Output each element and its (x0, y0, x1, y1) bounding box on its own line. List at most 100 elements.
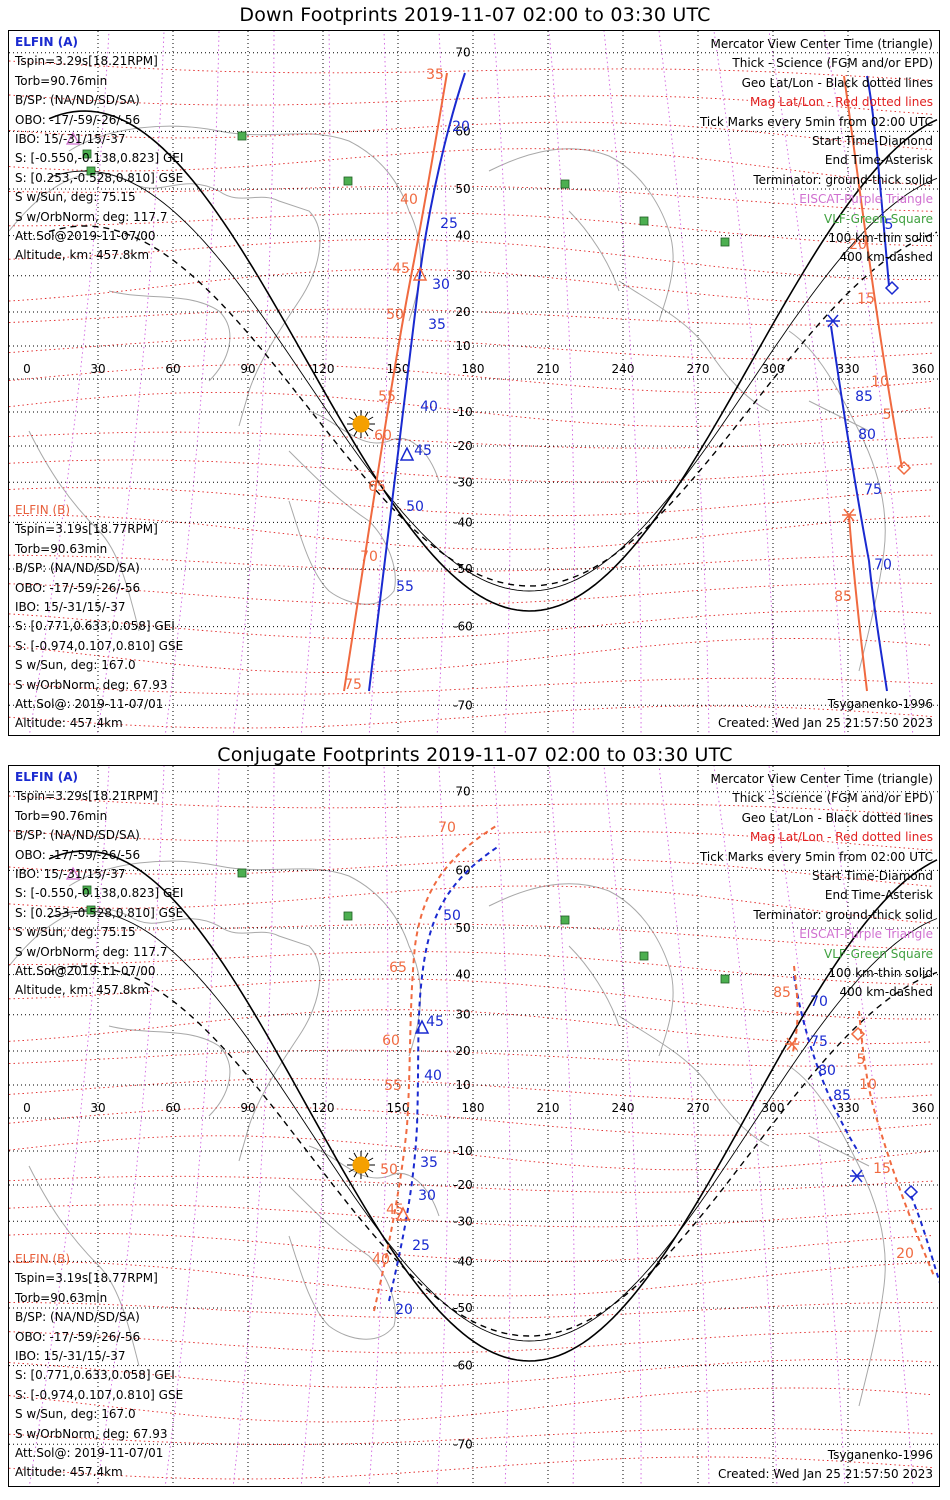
mag-lon-line (713, 766, 778, 1486)
center-time-triangle (399, 446, 415, 461)
vlf-station-marker (560, 179, 570, 189)
lon-tick-label: 120 (312, 362, 335, 376)
coastline (68, 125, 421, 322)
lat-tick-label: 70 (455, 785, 470, 799)
mag-lat-line (9, 554, 933, 572)
track-time-label: 20 (452, 119, 470, 135)
mag-lat-line (9, 1175, 934, 1193)
coastline (788, 330, 886, 672)
lat-tick-label: 50 (455, 182, 470, 196)
legend-item: VLF-Green Square (824, 946, 933, 961)
info-line: S w/OrbNorm, deg: 67.93 (15, 1426, 168, 1441)
down-footprints-panel: Down Footprints 2019-11-07 02:00 to 03:3… (0, 0, 950, 740)
coastline (488, 883, 674, 1057)
mag-lon-line (493, 31, 511, 735)
info-line: Tspin=3.19s[18.77RPM] (15, 522, 158, 537)
track-time-label: 60 (382, 1033, 400, 1049)
end-time-asterisk (851, 1169, 863, 1183)
mag-lon-line (96, 31, 165, 735)
legend-item: Tick Marks every 5min from 02:00 UTC (699, 114, 933, 129)
mag-lon-line (164, 31, 220, 735)
sun-ray (367, 1157, 374, 1162)
mag-lat-line (9, 923, 934, 950)
info-line: OBO: -17/-59/-26/-56 (15, 1329, 141, 1344)
legend-item: Tick Marks every 5min from 02:00 UTC (699, 849, 933, 864)
coastline (28, 1165, 140, 1367)
track-time-label: 35 (426, 67, 444, 83)
info-line: Torb=90.63min (15, 541, 108, 556)
info-line: Torb=90.76min (15, 808, 108, 823)
track-time-label: 75 (344, 677, 362, 693)
lon-tick-label: 270 (687, 1101, 710, 1115)
lat-tick-label: -20 (453, 1178, 473, 1192)
mag-lon-line (768, 31, 846, 735)
info-line: S: [-0.550,-0.138,0.823] GEI (15, 151, 184, 166)
track-time-label: 5 (857, 1052, 866, 1068)
info-line: OBO: -17/-59/-26/-56 (15, 847, 141, 862)
lon-tick-label: 90 (240, 362, 255, 376)
track-time-label: 55 (378, 389, 396, 405)
center-time-triangle (414, 1019, 430, 1034)
track-time-label: 70 (874, 557, 892, 573)
coastline (288, 450, 396, 605)
track-time-label: 25 (440, 216, 458, 232)
info-line: B/SP: (NA/ND/SD/SA) (15, 828, 140, 843)
lat-tick-label: 70 (455, 46, 470, 60)
coastline (568, 945, 620, 1027)
sun-ray (364, 411, 369, 418)
map-frame: 0 30 60 90 120 150 180 210 240 270 300 330 360 70 60 50… (8, 765, 940, 1487)
mag-lat-line (9, 1301, 933, 1319)
legend-item: Mercator View Center Time (triangle) (710, 772, 933, 786)
coastline (568, 210, 620, 292)
legend-item: 400 km-dashed (839, 985, 933, 1000)
lon-tick-label: 330 (837, 362, 860, 376)
mag-lat-line (9, 1330, 934, 1354)
map-footer: Tsyganenko-1996 Created: Wed Jan 25 21:5… (718, 1446, 933, 1485)
track-time-label: 10 (871, 374, 889, 390)
mag-lon-line (164, 766, 220, 1486)
model-label: Tsyganenko-1996 (827, 1448, 933, 1462)
mag-lat-line (9, 677, 934, 695)
vlf-station-marker (82, 885, 92, 895)
mag-lat-line (9, 148, 934, 187)
legend-item: End Time-Asterisk (824, 153, 933, 168)
info-line: IBO: 15/-31/15/-37 (15, 600, 126, 615)
lat-tick-label: 30 (455, 269, 470, 283)
vlf-station-marker (86, 905, 96, 915)
track-time-label: 40 (420, 399, 438, 415)
lat-tick-label: 40 (455, 968, 470, 982)
info-line: OBO: -17/-59/-26/-56 (15, 112, 141, 127)
elfin-b-header: ELFIN (B) (15, 503, 71, 517)
legend-item: EISCAT-Purple Triangle (799, 927, 933, 942)
vlf-station-marker (720, 974, 730, 984)
vlf-station-marker (639, 951, 649, 961)
lat-tick-label: -70 (453, 1437, 473, 1451)
track-time-label: 40 (424, 1068, 442, 1084)
lon-tick-label: 30 (90, 1101, 105, 1115)
mag-lon-line (96, 766, 165, 1486)
conjugate-footprints-panel: Conjugate Footprints 2019-11-07 02:00 to… (0, 740, 950, 1492)
track-time-label: 10 (859, 1077, 877, 1093)
track-time-label: 20 (896, 1246, 914, 1262)
lon-tick-label: 0 (23, 1101, 31, 1115)
track-time-label: 70 (360, 549, 378, 565)
track-time-label: 60 (374, 428, 392, 444)
mag-lon-line (603, 31, 642, 735)
lon-tick-label: 330 (837, 1101, 860, 1115)
track-time-label: 65 (389, 960, 407, 976)
map-legend: Mercator View Center Time (triangle) Thi… (700, 35, 933, 268)
sun-ray (364, 430, 369, 437)
track-time-label: 5 (885, 217, 894, 233)
coastline (788, 1065, 886, 1407)
legend-item: Terminator: ground-thick solid (753, 172, 933, 187)
lon-tick-label: 360 (912, 362, 935, 376)
track-time-label: 25 (412, 1238, 430, 1254)
lon-tick-label: 180 (462, 1101, 485, 1115)
elfin-a-track-east (866, 75, 890, 287)
legend-item: Terminator: ground-thick solid (753, 907, 933, 922)
track-time-label: 15 (857, 291, 875, 307)
sun-ray (348, 1157, 355, 1162)
legend-item: EISCAT-Purple Triangle (799, 192, 933, 207)
vlf-station-marker (86, 166, 96, 176)
info-line: Torb=90.63min (15, 1290, 108, 1305)
